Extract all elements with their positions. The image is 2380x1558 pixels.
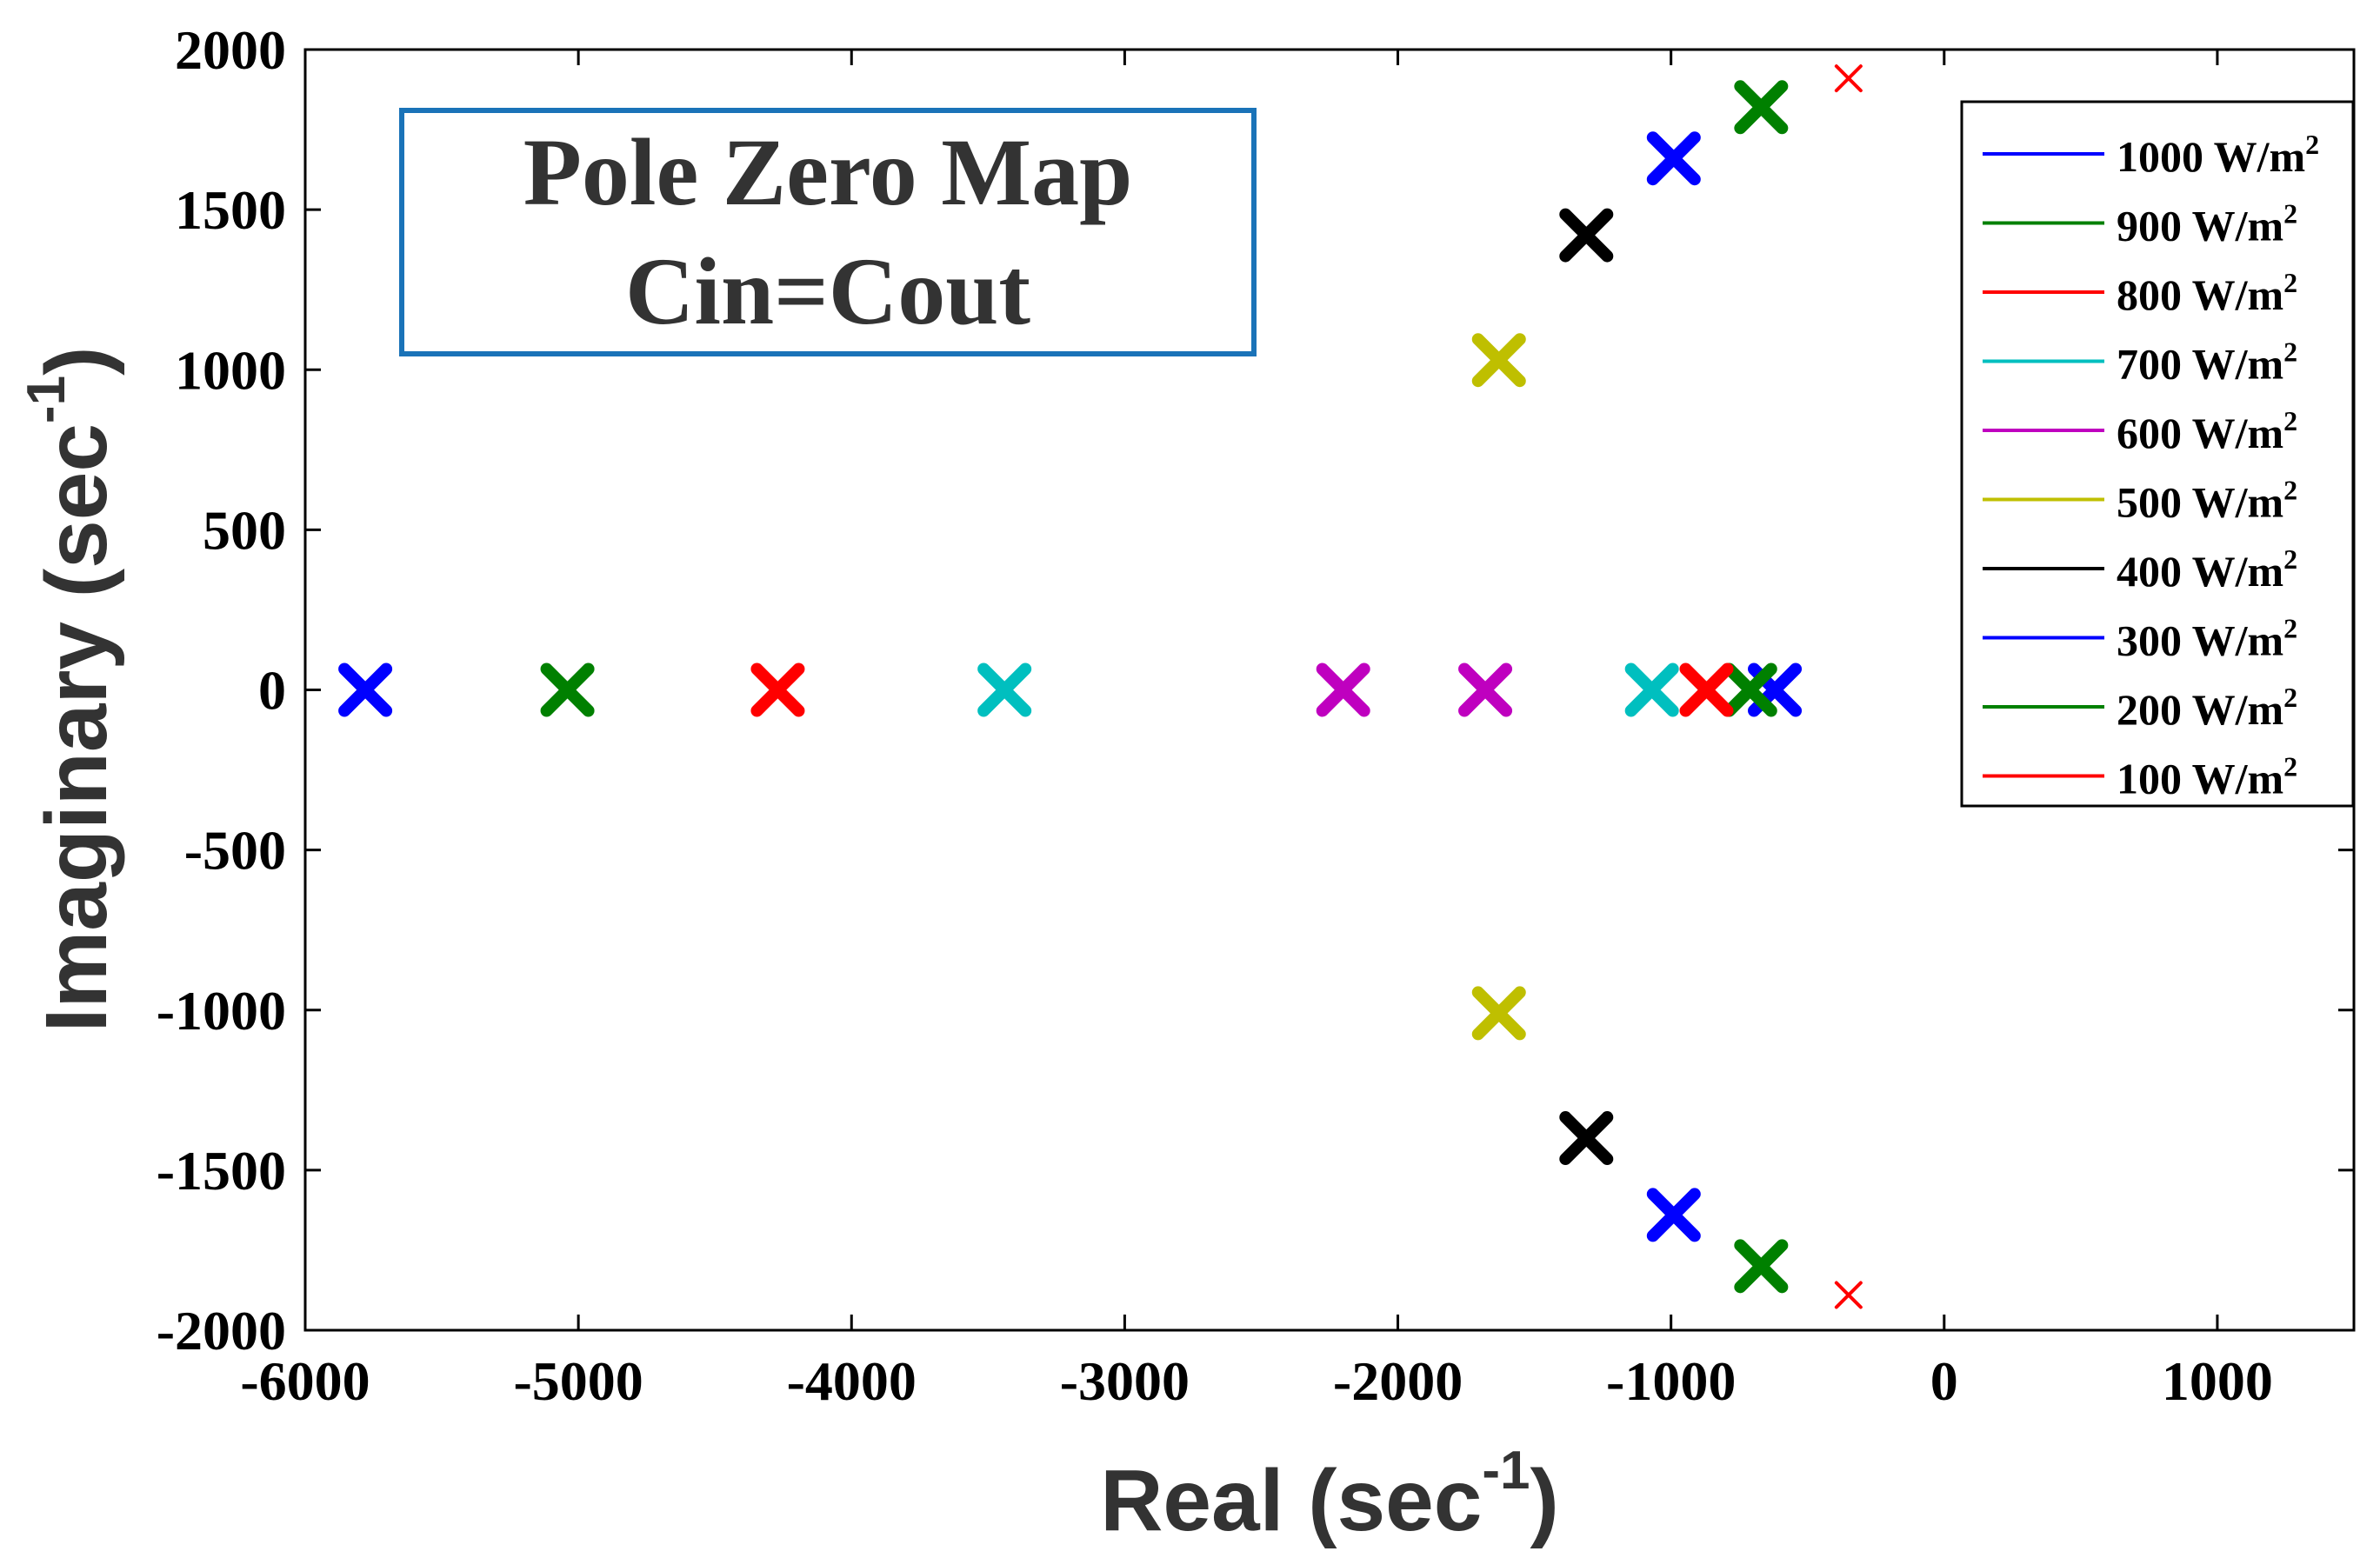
pole-marker [1559, 1111, 1614, 1166]
pole-marker [750, 662, 805, 717]
pole-marker [1646, 131, 1701, 186]
marker-stroke [750, 662, 805, 717]
legend-label: 900 W/m2 [2117, 198, 2297, 250]
pole-marker [1471, 333, 1526, 388]
marker-stroke [1471, 333, 1526, 388]
pole-marker [1723, 662, 1777, 717]
pole-marker [1471, 986, 1526, 1041]
legend-label: 600 W/m2 [2117, 405, 2297, 457]
legend-label: 400 W/m2 [2117, 543, 2297, 596]
x-tick-label: -4000 [787, 1350, 917, 1412]
marker-stroke [1679, 662, 1734, 717]
marker-stroke [1834, 1281, 1863, 1309]
title-line-2: Cin=Cout [625, 238, 1030, 344]
x-tick-label: -2000 [1333, 1350, 1463, 1412]
marker-stroke [1559, 1111, 1614, 1166]
legend-label: 700 W/m2 [2117, 336, 2297, 389]
marker-stroke [1734, 1239, 1789, 1294]
y-tick-label: 500 [203, 499, 286, 561]
y-axis-label: Imaginary (sec-1) [17, 347, 125, 1033]
legend-label: 100 W/m2 [2117, 751, 2297, 803]
y-axis-label-close: ) [28, 347, 125, 376]
marker-stroke [977, 662, 1032, 717]
legend-label: 1000 W/m2 [2117, 129, 2319, 181]
x-axis-label-close: ) [1530, 1452, 1559, 1549]
legend-label-superscript: 2 [2283, 405, 2297, 436]
legend-label-superscript: 2 [2283, 751, 2297, 782]
x-tick-label: 1000 [2162, 1350, 2273, 1412]
marker-stroke [1723, 662, 1777, 717]
legend-label-superscript: 2 [2283, 336, 2297, 368]
title-line-1: Pole Zero Map [523, 119, 1133, 225]
legend-box [1960, 100, 2355, 808]
y-tick-label: -1500 [157, 1140, 286, 1202]
y-tick-label: -500 [184, 820, 286, 882]
legend-label: 200 W/m2 [2117, 682, 2297, 734]
marker-stroke [1646, 131, 1701, 186]
pole-marker [1646, 1188, 1701, 1242]
marker-stroke [1559, 208, 1614, 263]
x-tick-label: -6000 [240, 1350, 370, 1412]
pole-marker [1834, 64, 1863, 93]
legend-label-superscript: 2 [2283, 267, 2297, 298]
x-tick-label: -3000 [1060, 1350, 1190, 1412]
legend-label-superscript: 2 [2283, 613, 2297, 644]
pole-marker [1458, 662, 1513, 717]
pole-marker [338, 662, 393, 717]
marker-stroke [1624, 662, 1679, 717]
pole-marker [1624, 662, 1679, 717]
y-axis-label-group: Imaginary (sec-1) [17, 347, 125, 1033]
legend-label: 300 W/m2 [2117, 613, 2297, 665]
y-axis-label-superscript: -1 [17, 376, 77, 423]
marker-stroke [1734, 80, 1789, 135]
pole-marker [1834, 1281, 1863, 1309]
y-tick-label: -2000 [157, 1300, 286, 1362]
legend-label-superscript: 2 [2283, 198, 2297, 230]
marker-stroke [1646, 1188, 1701, 1242]
y-tick-label: 1500 [175, 179, 286, 241]
x-tick-label: -5000 [513, 1350, 643, 1412]
y-tick-label: 1000 [175, 339, 286, 401]
marker-stroke [1834, 64, 1863, 93]
pole-marker [1316, 662, 1370, 717]
x-tick-label: -1000 [1606, 1350, 1736, 1412]
pole-marker [977, 662, 1032, 717]
legend-label-superscript: 2 [2283, 682, 2297, 713]
y-tick-label: 2000 [175, 19, 286, 81]
title-box [399, 108, 1257, 356]
legend-label-superscript: 2 [2283, 543, 2297, 575]
y-tick-label: 0 [258, 660, 286, 722]
legend-label-superscript: 2 [2305, 129, 2319, 160]
legend-label: 500 W/m2 [2117, 475, 2297, 527]
marker-stroke [1458, 662, 1513, 717]
marker-stroke [540, 662, 595, 717]
x-tick-label: 0 [1930, 1350, 1958, 1412]
legend-label-superscript: 2 [2283, 475, 2297, 506]
pole-marker [540, 662, 595, 717]
y-tick-label: -1000 [157, 980, 286, 1042]
marker-stroke [1316, 662, 1370, 717]
pole-marker [1734, 1239, 1789, 1294]
marker-stroke [338, 662, 393, 717]
x-axis-label-superscript: -1 [1482, 1441, 1530, 1501]
marker-stroke [1471, 986, 1526, 1041]
pole-marker [1679, 662, 1734, 717]
pole-marker [1559, 208, 1614, 263]
pole-marker [1734, 80, 1789, 135]
legend-label: 800 W/m2 [2117, 267, 2297, 319]
